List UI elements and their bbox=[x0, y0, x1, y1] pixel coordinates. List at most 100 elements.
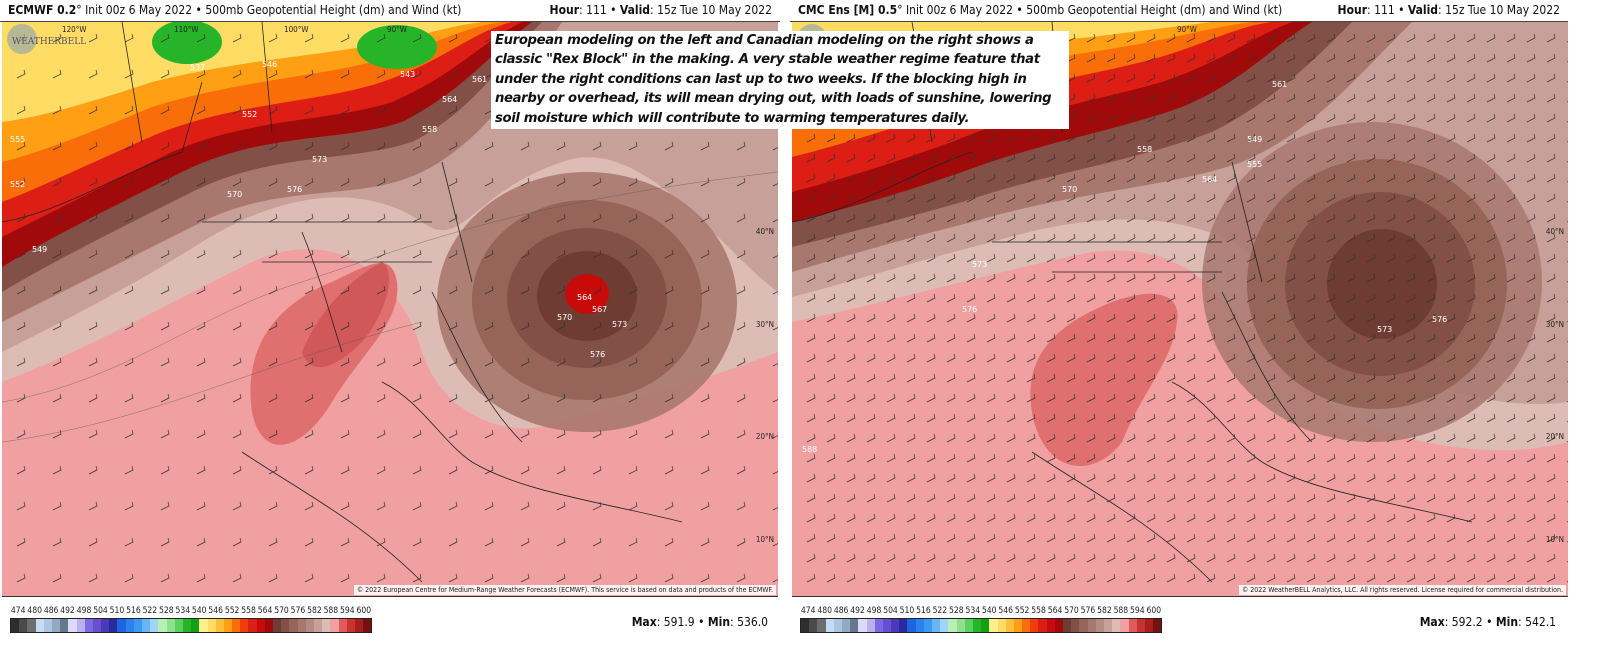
svg-text:555: 555 bbox=[1247, 160, 1262, 169]
colorbar-cell bbox=[1054, 619, 1063, 632]
wind-barb bbox=[1346, 213, 1356, 223]
wind-barb bbox=[886, 573, 896, 583]
wind-barb bbox=[376, 357, 386, 367]
wind-barb bbox=[304, 537, 314, 547]
wind-barb bbox=[664, 429, 674, 439]
wind-barb bbox=[1526, 93, 1536, 103]
wind-barb bbox=[886, 153, 896, 163]
wind-barb bbox=[1406, 253, 1416, 263]
colorbar-tick-label: 582 bbox=[1097, 606, 1112, 616]
wind-barb bbox=[1326, 453, 1336, 463]
wind-barb bbox=[926, 473, 936, 483]
wind-barb bbox=[846, 553, 856, 563]
wind-barb bbox=[1446, 33, 1456, 43]
wind-barb bbox=[1106, 353, 1116, 363]
colorbar-cell bbox=[158, 619, 167, 632]
wind-barb bbox=[232, 429, 242, 439]
wind-barb bbox=[1186, 513, 1196, 523]
wind-barb bbox=[1046, 213, 1056, 223]
wind-barb bbox=[986, 453, 996, 463]
wind-barb bbox=[806, 233, 816, 243]
wind-barb bbox=[556, 177, 566, 187]
wind-barb bbox=[520, 213, 530, 223]
wind-barb bbox=[1526, 233, 1536, 243]
wind-barb bbox=[986, 553, 996, 563]
min-label: Min bbox=[1495, 615, 1519, 629]
wind-barb bbox=[1106, 73, 1116, 83]
wind-barb bbox=[196, 465, 206, 475]
wind-barb bbox=[412, 33, 422, 43]
wind-barb bbox=[1506, 513, 1516, 523]
wind-barb bbox=[412, 285, 422, 295]
wind-barb bbox=[772, 471, 778, 475]
wind-barb bbox=[1106, 553, 1116, 563]
wind-barb bbox=[412, 177, 422, 187]
wind-barb bbox=[1286, 173, 1296, 183]
wind-barb bbox=[1366, 73, 1376, 83]
colorbar-tick-label: 594 bbox=[340, 606, 355, 616]
wind-barb bbox=[1026, 213, 1036, 223]
wind-barb bbox=[196, 573, 206, 583]
wind-barb bbox=[16, 321, 26, 331]
wind-barb bbox=[966, 173, 976, 183]
colorbar-cell bbox=[35, 619, 44, 632]
wind-barb bbox=[1486, 53, 1496, 63]
colorbar-tick-label: 486 bbox=[43, 606, 59, 616]
wind-barb bbox=[1146, 473, 1156, 483]
wind-barb bbox=[1106, 533, 1116, 543]
wind-barb bbox=[1226, 493, 1236, 503]
wind-barb bbox=[52, 249, 62, 259]
colorbar-cell bbox=[330, 619, 339, 632]
wind-barb bbox=[1246, 133, 1256, 143]
wind-barb bbox=[448, 321, 458, 331]
wind-barb bbox=[1086, 513, 1096, 523]
wind-barb bbox=[906, 433, 916, 443]
wind-barb bbox=[1126, 273, 1136, 283]
wind-barb bbox=[866, 173, 876, 183]
wind-barb bbox=[1546, 233, 1556, 243]
wind-barb bbox=[88, 393, 98, 403]
wind-barb bbox=[1366, 213, 1376, 223]
wind-barb bbox=[1166, 293, 1176, 303]
wind-barb bbox=[196, 285, 206, 295]
colorbar-cell bbox=[232, 619, 241, 632]
wind-barb bbox=[966, 493, 976, 503]
wind-barb bbox=[886, 193, 896, 203]
wind-barb bbox=[1426, 93, 1436, 103]
wind-barb bbox=[1146, 393, 1156, 403]
colorbar-tick-label: 480 bbox=[817, 606, 832, 616]
wind-barb bbox=[1506, 473, 1516, 483]
wind-barb bbox=[1546, 313, 1556, 323]
wind-barb bbox=[1026, 193, 1036, 203]
wind-barb bbox=[1086, 153, 1096, 163]
wind-barb bbox=[1186, 93, 1196, 103]
wind-barb bbox=[1026, 153, 1036, 163]
wind-barb bbox=[1226, 33, 1236, 43]
wind-barb bbox=[1246, 253, 1256, 263]
wind-barb bbox=[866, 213, 876, 223]
wind-barb bbox=[16, 429, 26, 439]
wind-barb bbox=[1306, 413, 1316, 423]
wind-barb bbox=[736, 429, 746, 439]
wind-barb bbox=[1006, 453, 1016, 463]
wind-barb bbox=[1246, 313, 1256, 323]
wind-barb bbox=[806, 413, 816, 423]
wind-barb bbox=[966, 573, 976, 583]
svg-text:576: 576 bbox=[962, 305, 977, 314]
wind-barb bbox=[16, 105, 26, 115]
wind-barb bbox=[866, 153, 876, 163]
wind-barb bbox=[1386, 373, 1396, 383]
wind-barb bbox=[1086, 213, 1096, 223]
wind-barb bbox=[1406, 33, 1416, 43]
wind-barb bbox=[986, 433, 996, 443]
wind-barb bbox=[1286, 473, 1296, 483]
wind-barb bbox=[160, 573, 170, 583]
wind-barb bbox=[1026, 333, 1036, 343]
wind-barb bbox=[340, 177, 350, 187]
wind-barb bbox=[846, 413, 856, 423]
wind-barb bbox=[1246, 153, 1256, 163]
wind-barb bbox=[1266, 313, 1276, 323]
wind-barb bbox=[1506, 153, 1516, 163]
wind-barb bbox=[1546, 573, 1556, 583]
wind-barb bbox=[926, 393, 936, 403]
